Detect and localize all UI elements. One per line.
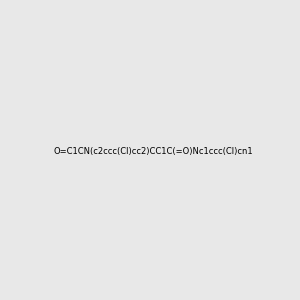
Text: O=C1CN(c2ccc(Cl)cc2)CC1C(=O)Nc1ccc(Cl)cn1: O=C1CN(c2ccc(Cl)cc2)CC1C(=O)Nc1ccc(Cl)cn… [54,147,254,156]
